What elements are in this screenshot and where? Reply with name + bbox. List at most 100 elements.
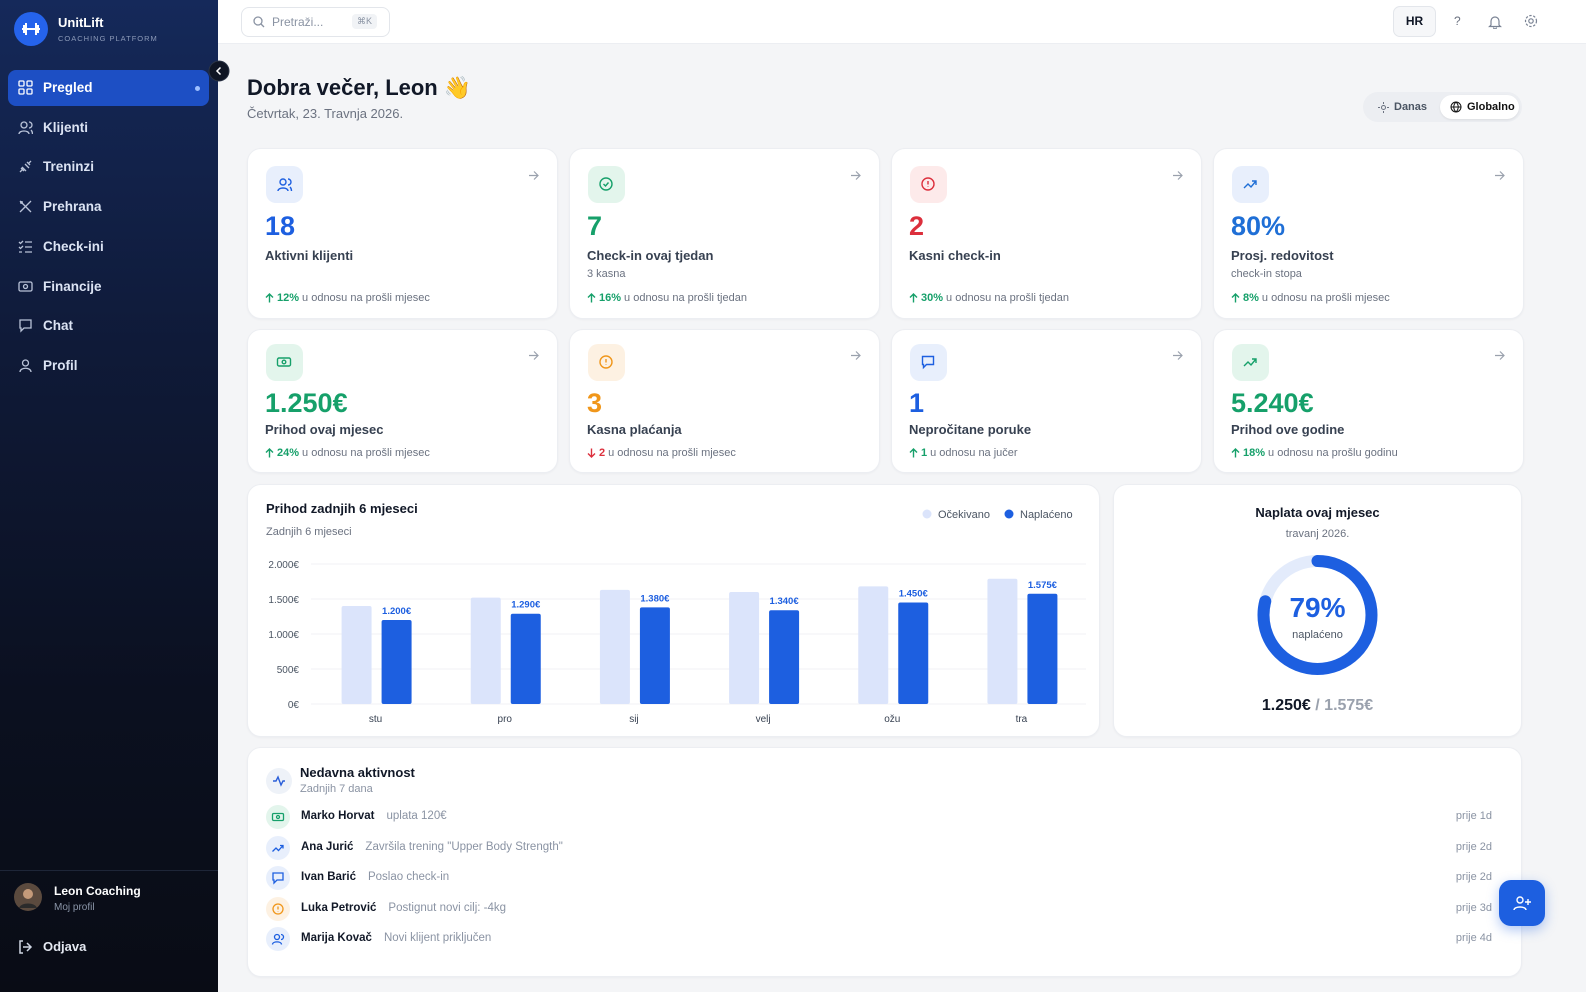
icon-part — [921, 355, 935, 370]
activity-name: Luka Petrović — [301, 901, 377, 914]
topbar: Pretraži... ⌘K HR ? — [218, 0, 1586, 44]
icon-part — [18, 80, 33, 95]
bar — [470, 597, 501, 704]
icon-part — [19, 319, 32, 333]
card-arrow — [529, 171, 539, 180]
icon-part — [272, 872, 284, 885]
icon-part — [271, 812, 285, 822]
card-arrow — [851, 171, 861, 180]
icon-part — [19, 160, 32, 173]
help-button[interactable]: ? — [1454, 14, 1461, 28]
add-client-button[interactable] — [1499, 880, 1545, 926]
stat-label: Prihod ove godine — [1231, 422, 1345, 437]
activity-row[interactable]: Ivan Barić Poslao check-in prije 2d — [266, 866, 1492, 890]
language-button[interactable]: HR — [1393, 6, 1436, 37]
change-value: 16% — [599, 292, 622, 304]
icon-part — [19, 319, 32, 333]
greeting: Dobra večer, Leon 👋 — [247, 75, 472, 100]
icon-part — [1243, 358, 1257, 367]
icon-part — [603, 182, 610, 188]
nav-item[interactable]: Profil — [8, 348, 209, 384]
stat-card[interactable]: 1.250€ Prihod ovaj mjesec 24% u odnosu na p… — [247, 329, 558, 473]
stat-card[interactable]: 18 Aktivni klijenti 12% u odnosu na prošli … — [247, 148, 558, 319]
divider — [0, 870, 218, 871]
icon-part — [587, 293, 596, 303]
nav-icon — [19, 359, 32, 373]
value-label: 1.450€ — [899, 589, 929, 600]
activity-subtitle: Zadnjih 7 dana — [300, 783, 373, 795]
stat-icon-box — [910, 344, 947, 381]
brand-logo — [14, 12, 48, 46]
stat-icon-box — [266, 344, 303, 381]
activity-line: Marija Kovač Novi klijent priključen — [301, 932, 491, 944]
stat-value: 7 — [587, 211, 603, 241]
stat-card[interactable]: 5.240€ Prihod ove godine 18% u odnosu na pr… — [1213, 329, 1524, 473]
y-tick-label: 1.000€ — [268, 630, 299, 641]
icon-part — [921, 355, 935, 370]
activity-row[interactable]: Luka Petrović Postignut novi cilj: -4kg pr… — [266, 896, 1492, 921]
icon-part — [19, 367, 32, 373]
user-name[interactable]: Leon Coaching — [54, 884, 141, 898]
nav-item[interactable]: Chat — [8, 308, 209, 344]
nav-item[interactable]: Prehrana — [8, 189, 209, 225]
notifications-icon[interactable] — [1488, 14, 1502, 29]
stat-change: 8% u odnosu na prošli mjesec — [1231, 292, 1390, 304]
stat-card[interactable]: 2 Kasni check-in 30% u odnosu na prošli tje… — [891, 148, 1202, 319]
card-arrow — [1173, 171, 1183, 180]
icon-part — [587, 448, 596, 458]
y-tick-label: 2.000€ — [268, 560, 299, 571]
nav-item[interactable]: Check-ini — [8, 229, 209, 265]
activity-name: Marko Horvat — [301, 810, 375, 822]
scope-active[interactable]: Globalno — [1440, 95, 1519, 119]
stat-card[interactable]: 1 Nepročitane poruke 1 u odnosu na jučer — [891, 329, 1202, 473]
icon-part — [18, 88, 25, 95]
nav-label: Prehrana — [43, 199, 102, 215]
nav-item[interactable]: Pregled — [8, 70, 209, 106]
activity-icon-bg — [266, 835, 290, 860]
revenue-card: Prihod zadnjih 6 mjeseci Zadnjih 6 mjesec… — [247, 484, 1100, 737]
activity-icon — [272, 902, 284, 915]
nav-item[interactable]: Treninzi — [8, 149, 209, 185]
icon-part — [18, 121, 33, 134]
x-tick-label: pro — [498, 714, 513, 725]
activity-row[interactable]: Marko Horvat uplata 120€ prije 1d — [266, 805, 1492, 829]
icon-part — [1173, 351, 1183, 360]
stat-value: 3 — [587, 388, 603, 418]
icon-part — [921, 177, 935, 191]
stat-card[interactable]: 7 Check-in ovaj tjedan 3 kasna 16% u odnosu … — [569, 148, 880, 319]
nav-icon — [18, 240, 32, 253]
scope-option[interactable]: Danas — [1394, 101, 1428, 113]
collapse-button[interactable] — [208, 60, 230, 82]
icon-part — [26, 88, 33, 95]
stat-card[interactable]: 3 Kasna plaćanja 2 u odnosu na prošli mjese… — [569, 329, 880, 473]
stat-label: Aktivni klijenti — [265, 248, 354, 263]
stat-label: Kasni check-in — [909, 248, 1001, 263]
donut-percent: 79% — [1289, 592, 1345, 623]
activity-row[interactable]: Ana Jurić Završila trening "Upper Body St… — [266, 835, 1492, 860]
nav-item[interactable]: Klijenti — [8, 110, 209, 146]
logout[interactable]: Odjava — [43, 939, 87, 954]
activity-line: Luka Petrović Postignut novi cilj: -4kg — [301, 902, 506, 914]
value-label: 1.200€ — [382, 606, 412, 617]
collection-amounts: 1.250€ / 1.575€ — [1262, 697, 1373, 714]
stat-change: 24% u odnosu na prošli mjesec — [265, 447, 430, 459]
stat-card[interactable]: 80% Prosj. redovitost check-in stopa 8% u od… — [1213, 148, 1524, 319]
activity-name: Ana Jurić — [301, 840, 354, 853]
nav-icon — [18, 80, 33, 95]
card-arrow — [1173, 351, 1183, 360]
activity-name: Marija Kovač — [301, 932, 372, 944]
change-text: u odnosu na prošlu godinu — [1268, 447, 1398, 459]
settings-icon[interactable] — [1524, 14, 1538, 28]
shortcut: ⌘K — [352, 14, 378, 29]
change-value: 8% — [1243, 292, 1259, 304]
icon-part — [599, 177, 613, 191]
nav-item[interactable]: Financije — [8, 269, 209, 305]
icon-part — [19, 359, 32, 373]
legend-dot — [922, 509, 932, 519]
change-text: u odnosu na jučer — [930, 447, 1018, 459]
stat-value: 80% — [1231, 211, 1286, 241]
activity-row[interactable]: Marija Kovač Novi klijent priključen prije… — [266, 927, 1492, 951]
icon-part — [271, 933, 285, 945]
search-box[interactable]: Pretraži... ⌘K — [241, 7, 390, 37]
user-sub[interactable]: Moj profil — [54, 902, 95, 913]
